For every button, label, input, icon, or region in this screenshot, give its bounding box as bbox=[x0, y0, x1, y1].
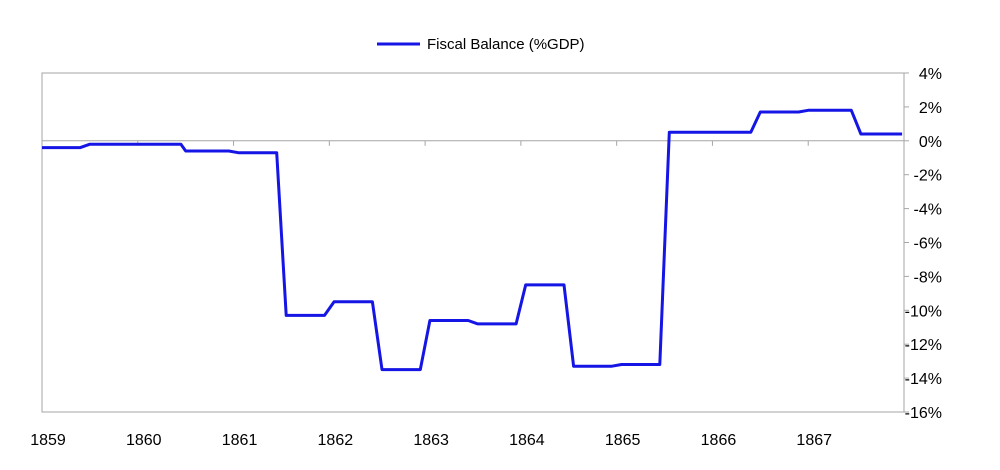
x-tick-label: 1861 bbox=[222, 432, 258, 449]
x-tick-label: 1864 bbox=[509, 432, 545, 449]
y-tick-label: -6% bbox=[914, 236, 942, 253]
x-tick-label: 1866 bbox=[701, 432, 737, 449]
y-axis-ticks bbox=[904, 72, 909, 413]
y-tick-label: -8% bbox=[914, 269, 942, 286]
y-tick-label: 0% bbox=[919, 134, 942, 151]
y-tick-label: -16% bbox=[905, 405, 942, 422]
plot-border bbox=[41, 72, 905, 413]
y-tick-label: -4% bbox=[914, 202, 942, 219]
x-tick-label: 1862 bbox=[318, 432, 354, 449]
y-tick-label: -2% bbox=[914, 168, 942, 185]
legend: Fiscal Balance (%GDP) bbox=[377, 36, 585, 53]
legend-label: Fiscal Balance (%GDP) bbox=[427, 36, 585, 53]
y-tick-label: -12% bbox=[905, 337, 942, 354]
x-tick-label: 1859 bbox=[30, 432, 66, 449]
y-tick-label: -10% bbox=[905, 303, 942, 320]
x-axis-labels: 1859 1860 1861 1862 1863 1864 1865 1866 1867 bbox=[30, 432, 832, 449]
x-tick-label: 1863 bbox=[413, 432, 449, 449]
y-tick-label: 2% bbox=[919, 100, 942, 117]
plot-area bbox=[41, 72, 909, 413]
series-line-fiscal-balance bbox=[42, 108, 903, 372]
y-axis-labels: 4% 2% 0% -2% -4% -6% -8% -10% -12% -14% -16% bbox=[905, 66, 942, 422]
y-tick-label: -14% bbox=[905, 371, 942, 388]
x-tick-label: 1867 bbox=[796, 432, 832, 449]
x-tick-label: 1865 bbox=[605, 432, 641, 449]
x-tick-label: 1860 bbox=[126, 432, 162, 449]
y-tick-label: 4% bbox=[919, 66, 942, 83]
